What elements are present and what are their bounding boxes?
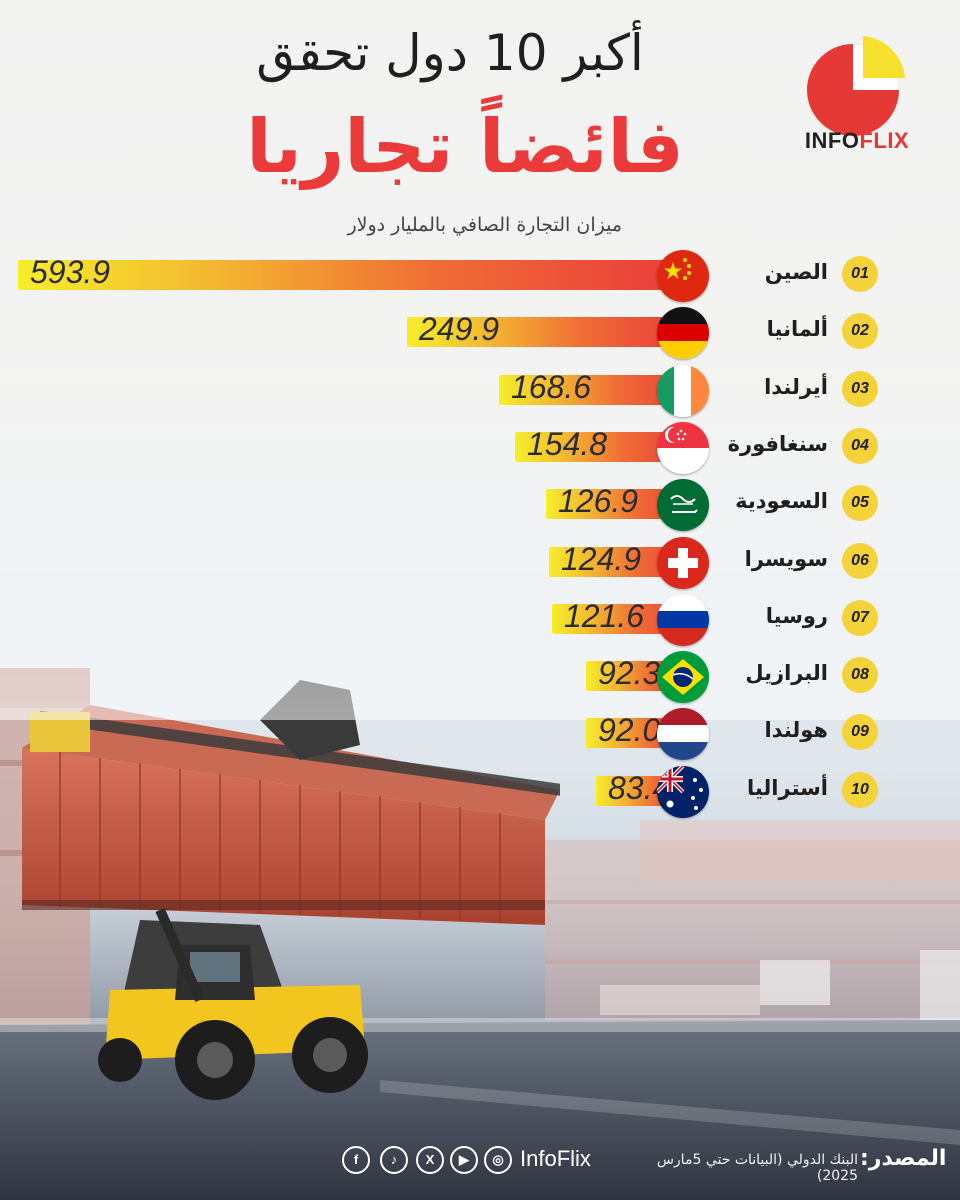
rank-badge: 02 [842, 313, 878, 350]
rank-badge: 01 [842, 256, 878, 292]
rank-badge: 09 [842, 714, 878, 751]
rank-badge: 04 [842, 427, 878, 464]
bar-row: 92.0 هولندا 09 [0, 706, 960, 761]
title-line-1: أكبر 10 دول تحقق [256, 24, 644, 82]
rank-badge: 07 [842, 599, 878, 636]
bar-value-label: 249.9 [419, 311, 500, 348]
bar-row: 249.9 ألمانيا 02 [0, 305, 960, 360]
rank-badge: 06 [842, 542, 878, 579]
bar-row: 124.9 سويسرا 06 [0, 535, 960, 589]
bar-row: 154.8 سنغافورة 04 [0, 420, 960, 474]
bar-value-label: 124.9 [561, 540, 642, 577]
bar-value-label: 92.0 [598, 712, 661, 749]
tiktok-icon[interactable]: ♪ [380, 1146, 408, 1174]
category-label: ألمانيا [766, 317, 828, 342]
category-label: الصين [764, 260, 828, 284]
switzerland-flag-icon [657, 536, 709, 589]
bar-value-label: 168.6 [511, 368, 592, 405]
category-label: هولندا [764, 718, 828, 743]
social-handle: InfoFlix [520, 1146, 591, 1171]
source-label: المصدر: [860, 1146, 947, 1171]
bar-value-label: 126.9 [558, 483, 639, 520]
bar [407, 317, 690, 348]
youtube-icon[interactable]: ▶ [450, 1146, 478, 1174]
source-text: البنك الدولي (البيانات حتي 5مارس 2025) [656, 1152, 858, 1184]
instagram-icon[interactable]: ◎ [484, 1146, 512, 1174]
bar [18, 260, 690, 290]
category-label: سويسرا [744, 546, 828, 571]
bar-value-label: 154.8 [527, 425, 608, 462]
netherlands-flag-icon [657, 708, 709, 761]
infoflix-logo-icon [807, 36, 905, 136]
russia-flag-icon [657, 593, 709, 646]
category-label: البرازيل [745, 661, 828, 686]
category-label: أيرلندا [764, 374, 828, 399]
rank-badge: 03 [842, 370, 878, 407]
ireland-flag-icon [657, 364, 709, 417]
bar-row: 593.9 الصين 01 [0, 248, 960, 302]
brazil-flag-icon [657, 651, 709, 704]
rank-badge: 10 [842, 771, 878, 808]
category-label: روسيا [765, 603, 828, 628]
facebook-icon[interactable]: f [342, 1146, 370, 1174]
logo-wordmark: INFOFLIX [793, 128, 921, 154]
bar-value-label: 121.6 [564, 597, 645, 634]
logo-wordmark-flix: FLIX [859, 128, 910, 153]
bar-row: 92.3 البرازيل 08 [0, 649, 960, 704]
saudi-flag-icon [657, 479, 709, 532]
rank-badge: 05 [842, 485, 878, 522]
bar-row: 83.4 أستراليا 10 [0, 764, 960, 818]
category-label: أستراليا [746, 775, 828, 800]
bar-value-label: 593.9 [30, 254, 111, 290]
germany-flag-icon [657, 307, 709, 360]
bar-row: 168.6 أيرلندا 03 [0, 363, 960, 417]
category-label: سنغافورة [727, 431, 828, 456]
bar-value-label: 92.3 [598, 655, 661, 692]
bar-row: 126.9 السعودية 05 [0, 477, 960, 532]
logo-wordmark-info: INFO [804, 128, 860, 153]
x-icon[interactable]: X [416, 1146, 444, 1174]
china-flag-icon [657, 250, 709, 302]
bar-row: 121.6 روسيا 07 [0, 592, 960, 646]
rank-badge: 08 [842, 657, 878, 694]
chart-subtitle: ميزان التجارة الصافي بالمليار دولار [347, 214, 622, 236]
title-line-2: فائضاً تجاريا [246, 104, 684, 190]
category-label: السعودية [735, 489, 828, 514]
footer: المصدر: البنك الدولي (البيانات حتي 5مارس… [0, 1138, 960, 1184]
